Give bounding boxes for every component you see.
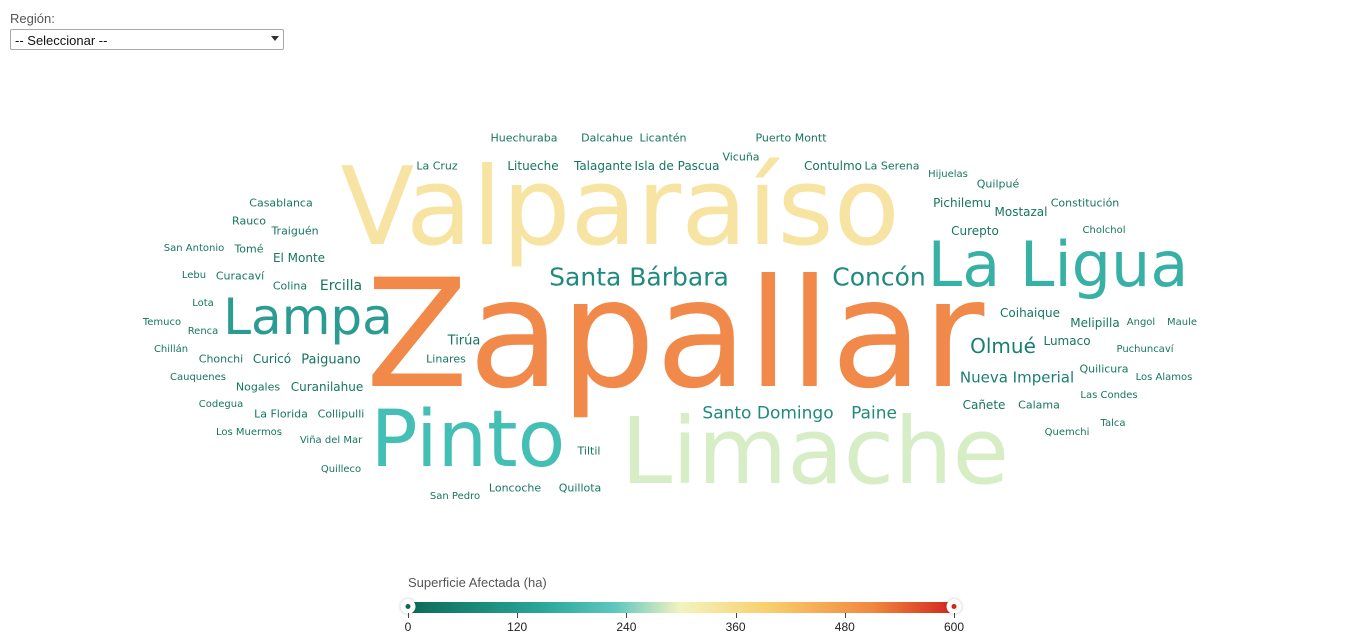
- cloud-word[interactable]: Puerto Montt: [755, 131, 827, 145]
- cloud-word[interactable]: Linares: [426, 352, 466, 366]
- region-filter: Región: -- Seleccionar --: [10, 11, 284, 50]
- cloud-word[interactable]: Maule: [1166, 317, 1198, 328]
- cloud-word[interactable]: Talca: [1100, 418, 1126, 429]
- cloud-word[interactable]: Chillán: [153, 344, 189, 355]
- cloud-word[interactable]: Nogales: [235, 380, 281, 394]
- cloud-word[interactable]: Licantén: [639, 131, 687, 145]
- cloud-word[interactable]: Lumaco: [1043, 334, 1091, 348]
- cloud-word[interactable]: Santa Bárbara: [549, 262, 729, 292]
- cloud-word[interactable]: Calama: [1018, 398, 1060, 412]
- legend-tick-label: 360: [725, 620, 746, 634]
- legend-max-handle[interactable]: [946, 599, 962, 614]
- legend-title: Superficie Afectada (ha): [408, 575, 547, 590]
- cloud-word[interactable]: Isla de Pascua: [634, 159, 720, 173]
- legend-tick: [954, 613, 955, 618]
- legend-tick-label: 120: [507, 620, 528, 634]
- cloud-word[interactable]: Collipulli: [317, 407, 365, 421]
- cloud-word[interactable]: Puchuncaví: [1116, 344, 1174, 355]
- legend-tick-label: 0: [404, 620, 412, 634]
- cloud-word[interactable]: Colina: [272, 279, 308, 293]
- cloud-word[interactable]: Loncoche: [488, 481, 542, 495]
- cloud-word[interactable]: Ercilla: [319, 278, 363, 294]
- cloud-word[interactable]: El Monte: [272, 251, 326, 265]
- legend-tick: [408, 613, 409, 618]
- region-label: Región:: [10, 11, 55, 26]
- legend-tick-label: 240: [616, 620, 637, 634]
- cloud-word[interactable]: Melipilla: [1070, 316, 1120, 330]
- cloud-word[interactable]: Casablanca: [249, 196, 313, 210]
- cloud-word[interactable]: Quemchi: [1044, 427, 1090, 438]
- cloud-word[interactable]: Tomé: [234, 242, 264, 256]
- cloud-word[interactable]: Zapallar: [365, 248, 985, 422]
- cloud-word[interactable]: Cañete: [962, 398, 1006, 412]
- cloud-word[interactable]: Constitución: [1050, 196, 1120, 210]
- cloud-word[interactable]: Curepto: [951, 224, 999, 238]
- cloud-word[interactable]: Vicuña: [722, 150, 760, 164]
- cloud-word[interactable]: Angol: [1126, 317, 1156, 328]
- cloud-word[interactable]: Olmué: [970, 334, 1036, 358]
- cloud-word[interactable]: Contulmo: [803, 159, 863, 173]
- cloud-word[interactable]: San Antonio: [163, 243, 225, 254]
- cloud-word[interactable]: Curanilahue: [290, 380, 364, 394]
- cloud-word[interactable]: Chonchi: [198, 352, 244, 366]
- chevron-down-icon: [271, 36, 279, 41]
- cloud-word[interactable]: Curacaví: [215, 269, 265, 283]
- color-legend: Superficie Afectada (ha) 0 120 240 360 480 60…: [398, 572, 968, 642]
- cloud-word[interactable]: Codegua: [198, 399, 244, 410]
- legend-gradient-bar: [408, 602, 954, 613]
- cloud-word[interactable]: La Serena: [864, 159, 920, 173]
- cloud-word[interactable]: La Florida: [254, 407, 308, 421]
- cloud-word[interactable]: Limache: [620, 398, 1010, 505]
- legend-min-handle[interactable]: [400, 599, 416, 614]
- region-select[interactable]: -- Seleccionar --: [10, 29, 284, 50]
- cloud-word[interactable]: Lota: [192, 298, 214, 309]
- cloud-word[interactable]: Temuco: [142, 317, 182, 328]
- cloud-word[interactable]: La Cruz: [416, 159, 458, 173]
- cloud-word[interactable]: Los Alamos: [1135, 372, 1193, 383]
- cloud-word[interactable]: Concón: [832, 262, 926, 292]
- cloud-word[interactable]: Hijuelas: [928, 169, 968, 180]
- cloud-word[interactable]: Los Muermos: [215, 427, 283, 438]
- cloud-word[interactable]: Santo Domingo: [702, 403, 834, 424]
- cloud-word[interactable]: Lampa: [223, 288, 393, 346]
- cloud-word[interactable]: Valparaíso: [340, 145, 900, 270]
- cloud-word[interactable]: Paine: [851, 403, 897, 424]
- cloud-word[interactable]: Viña del Mar: [299, 435, 363, 446]
- cloud-word[interactable]: Huechuraba: [490, 131, 558, 145]
- cloud-word[interactable]: San Pedro: [429, 491, 481, 502]
- cloud-word[interactable]: Mostazal: [994, 205, 1048, 219]
- cloud-word[interactable]: Quilicura: [1079, 362, 1129, 376]
- word-cloud: Zapallar Valparaíso Limache Pinto La Ligua La…: [142, 131, 1198, 505]
- cloud-word[interactable]: Tirúa: [447, 333, 481, 349]
- cloud-word[interactable]: Las Condes: [1080, 390, 1138, 401]
- cloud-word[interactable]: Quilpué: [976, 177, 1020, 191]
- legend-tick: [735, 613, 737, 618]
- cloud-word[interactable]: Coihaique: [1000, 306, 1060, 320]
- cloud-word[interactable]: Paiguano: [301, 352, 361, 368]
- cloud-word[interactable]: Dalcahue: [581, 131, 633, 145]
- cloud-word[interactable]: Quillota: [558, 481, 602, 495]
- cloud-word[interactable]: Talagante: [573, 159, 633, 173]
- legend-tick-label: 480: [834, 620, 855, 634]
- cloud-word[interactable]: Traiguén: [271, 224, 319, 238]
- legend-tick: [517, 613, 519, 618]
- cloud-word[interactable]: Litueche: [507, 159, 559, 173]
- cloud-word[interactable]: Lebu: [181, 270, 207, 281]
- cloud-word[interactable]: Pichilemu: [933, 196, 991, 210]
- cloud-word[interactable]: Rauco: [232, 214, 266, 228]
- cloud-word[interactable]: Tiltil: [577, 444, 601, 458]
- cloud-word[interactable]: Pinto: [370, 395, 566, 485]
- cloud-word[interactable]: Curicó: [252, 352, 292, 366]
- cloud-word[interactable]: Quilleco: [320, 464, 362, 475]
- legend-tick: [626, 613, 628, 618]
- cloud-word[interactable]: Cholchol: [1082, 225, 1126, 236]
- cloud-word[interactable]: Nueva Imperial: [959, 368, 1075, 387]
- legend-tick: [844, 613, 846, 618]
- region-select-value: -- Seleccionar --: [15, 33, 108, 48]
- legend-tick-label: 600: [943, 620, 965, 634]
- cloud-word[interactable]: Cauquenes: [170, 372, 226, 383]
- cloud-word[interactable]: Renca: [187, 326, 219, 337]
- cloud-word[interactable]: La Ligua: [927, 228, 1189, 301]
